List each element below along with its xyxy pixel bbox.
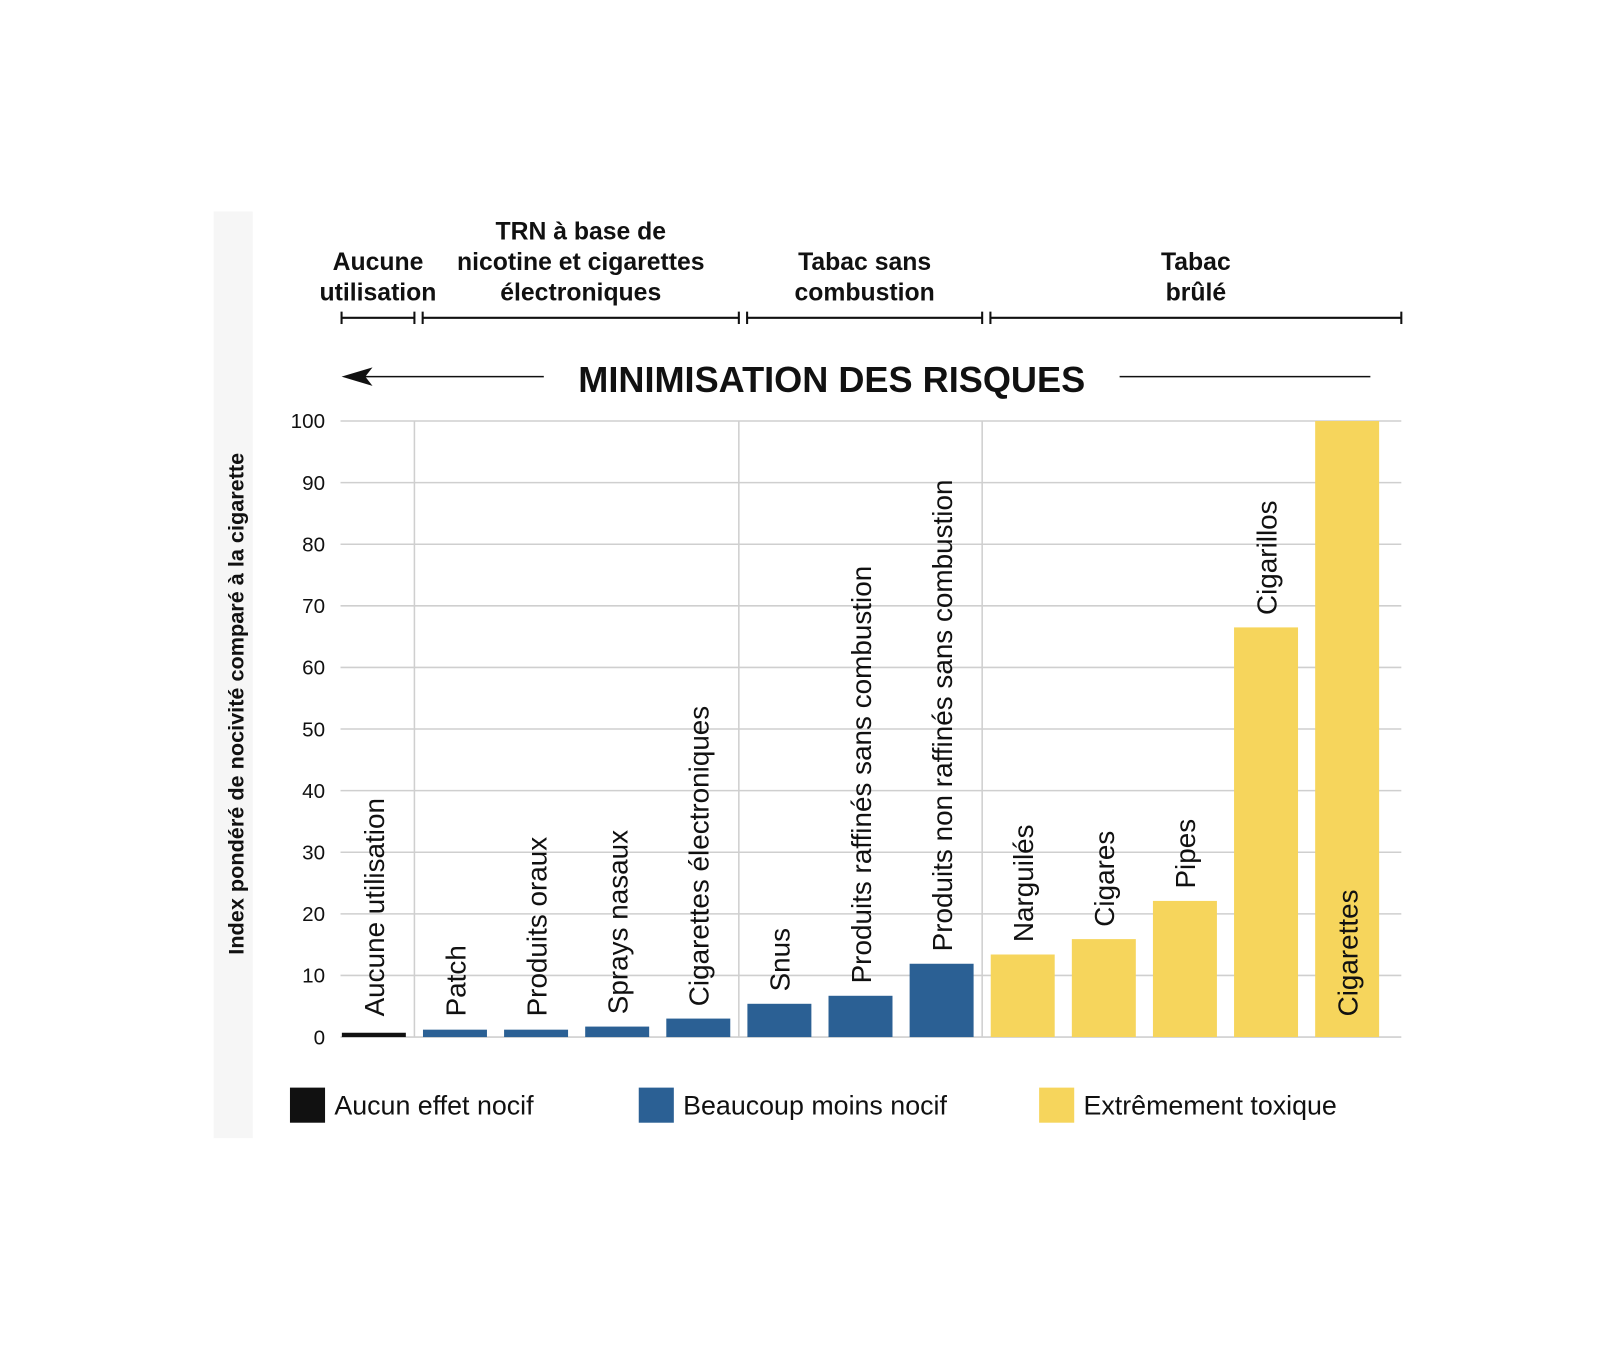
bar: [504, 1029, 569, 1038]
category-label: Pipes: [1170, 819, 1201, 889]
group-label: Tabac sans: [798, 249, 931, 276]
panel-strip: [213, 211, 253, 1139]
y-tick-label: 100: [291, 410, 325, 433]
bar: [828, 995, 893, 1038]
group-label: Aucune: [333, 249, 424, 276]
category-label: Produits oraux: [521, 837, 552, 1017]
legend-label: Aucun effet nocif: [334, 1090, 534, 1120]
category-label: Cigarettes électroniques: [684, 706, 715, 1006]
group-label: TRN à base de: [495, 218, 666, 245]
bar: [1315, 421, 1380, 1038]
category-label: Patch: [440, 945, 471, 1016]
category-label: Cigarettes: [1332, 889, 1363, 1016]
y-tick-label: 0: [314, 1026, 325, 1049]
y-tick-label: 30: [302, 841, 325, 864]
y-tick-label: 60: [302, 657, 325, 680]
category-label: Narguilés: [1008, 824, 1039, 942]
bar: [1152, 900, 1217, 1038]
y-tick-label: 10: [302, 965, 325, 988]
y-tick-label: 80: [302, 533, 325, 556]
chart-title: MINIMISATION DES RISQUES: [578, 359, 1085, 400]
bar: [990, 954, 1055, 1038]
bar: [1234, 627, 1299, 1038]
legend-swatch: [289, 1087, 326, 1123]
bar: [909, 963, 974, 1038]
bar: [585, 1026, 650, 1038]
bar: [666, 1018, 731, 1038]
y-tick-label: 90: [302, 472, 325, 495]
y-axis-label: Index pondéré de nocivité comparé à la c…: [224, 453, 249, 955]
legend-swatch: [638, 1087, 674, 1123]
category-label: Sprays nasaux: [602, 830, 633, 1014]
y-tick-label: 40: [302, 780, 325, 803]
group-label: utilisation: [320, 279, 437, 306]
category-label: Cigarillos: [1251, 500, 1282, 615]
group-label: électroniques: [500, 279, 661, 306]
legend-label: Beaucoup moins nocif: [683, 1090, 947, 1120]
bar: [747, 1003, 812, 1038]
bar: [341, 1032, 406, 1038]
group-label: brûlé: [1166, 279, 1227, 306]
legend-label: Extrêmement toxique: [1083, 1090, 1336, 1120]
bar: [422, 1029, 487, 1038]
category-label: Aucune utilisation: [359, 798, 390, 1016]
y-tick-label: 20: [302, 903, 325, 926]
arrow-head: [341, 367, 373, 386]
group-label: Tabac: [1161, 249, 1231, 276]
bar: [1071, 939, 1136, 1038]
legend-swatch: [1039, 1087, 1075, 1123]
y-tick-label: 50: [302, 718, 325, 741]
category-label: Produits non raffinés sans combustion: [927, 480, 958, 952]
y-tick-label: 70: [302, 595, 325, 618]
category-label: Cigares: [1089, 831, 1120, 927]
category-label: Snus: [765, 928, 796, 992]
group-label: nicotine et cigarettes: [457, 249, 705, 276]
category-label: Produits raffinés sans combustion: [846, 566, 877, 984]
chart-body: MINIMISATION DES RISQUES Index pondéré d…: [213, 211, 1403, 1139]
group-label: combustion: [795, 279, 935, 306]
